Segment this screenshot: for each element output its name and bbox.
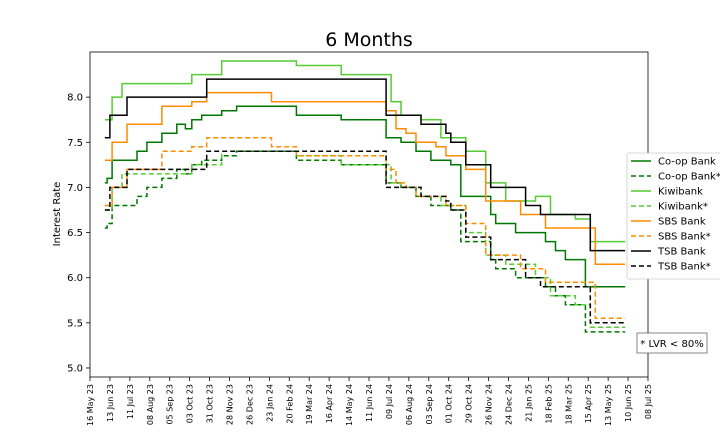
x-tick-label: 06 Aug 24 bbox=[405, 384, 414, 425]
x-tick-label: 05 Sep 23 bbox=[166, 384, 175, 425]
x-tick-label: 16 Apr 24 bbox=[325, 384, 334, 423]
x-tick-label: 26 Nov 24 bbox=[485, 384, 494, 425]
chart-title: 6 Months bbox=[325, 29, 413, 51]
series-line-co-op-bank-lvr bbox=[104, 150, 626, 333]
x-tick-label: 11 Jun 24 bbox=[365, 384, 374, 422]
x-tick-label: 24 Dec 24 bbox=[505, 384, 514, 425]
series-line-kiwibank-lvr bbox=[104, 150, 626, 329]
y-axis-label: Interest Rate bbox=[52, 182, 63, 247]
x-tick-label: 03 Oct 23 bbox=[186, 384, 195, 423]
y-tick-label: 5.0 bbox=[67, 363, 83, 374]
series-line-sbs-bank-lvr bbox=[104, 137, 626, 320]
series-lines bbox=[104, 60, 626, 333]
legend-label: Co-op Bank* bbox=[658, 172, 720, 183]
y-tick-label: 7.0 bbox=[67, 183, 83, 194]
series-line-tsb-bank-lvr bbox=[104, 150, 626, 324]
legend-label: SBS Bank* bbox=[658, 232, 711, 243]
series-line-co-op-bank bbox=[104, 105, 626, 288]
x-tick-label: 20 Feb 24 bbox=[285, 384, 294, 424]
x-tick-label: 15 Apr 25 bbox=[584, 384, 593, 423]
y-tick-label: 5.5 bbox=[67, 318, 83, 329]
y-tick-label: 8.0 bbox=[67, 93, 83, 104]
legend-label: Co-op Bank bbox=[658, 157, 716, 168]
x-tick-label: 10 Jun 25 bbox=[624, 384, 633, 422]
x-tick-label: 28 Nov 23 bbox=[226, 384, 235, 425]
x-tick-label: 16 May 23 bbox=[86, 384, 95, 426]
x-tick-label: 09 Jul 24 bbox=[385, 384, 394, 419]
x-tick-label: 21 Jan 25 bbox=[524, 384, 533, 422]
x-tick-label: 14 May 24 bbox=[345, 384, 354, 426]
x-tick-label: 11 Jul 23 bbox=[126, 384, 135, 419]
x-tick-label: 03 Sep 24 bbox=[425, 384, 434, 425]
x-tick-label: 18 Mar 25 bbox=[564, 384, 573, 425]
legend-label: Kiwibank bbox=[658, 187, 703, 198]
lvr-note-text: * LVR < 80% bbox=[640, 339, 703, 350]
x-tick-label: 29 Oct 24 bbox=[465, 384, 474, 423]
legend-label: TSB Bank* bbox=[657, 262, 711, 273]
x-tick-label: 19 Mar 24 bbox=[305, 384, 314, 425]
x-tick-label: 31 Oct 23 bbox=[206, 384, 215, 423]
legend-label: Kiwibank* bbox=[658, 202, 708, 213]
legend: Co-op Bank Co-op Bank* Kiwibank Kiwibank* SB… bbox=[626, 152, 720, 280]
legend-label: SBS Bank bbox=[658, 217, 706, 228]
y-tick-label: 7.5 bbox=[67, 138, 83, 149]
x-tick-label: 23 Jan 24 bbox=[265, 384, 274, 422]
y-axis: 5.0 5.5 6.0 6.5 7.0 7.5 8.0 bbox=[67, 93, 90, 374]
x-axis: 16 May 23 13 Jun 23 11 Jul 23 08 Aug 23 05 S… bbox=[86, 377, 653, 426]
x-tick-label: 01 Oct 24 bbox=[445, 384, 454, 423]
x-tick-label: 08 Jul 25 bbox=[644, 384, 653, 419]
legend-label: TSB Bank bbox=[657, 247, 706, 258]
x-tick-label: 18 Feb 25 bbox=[544, 384, 553, 424]
y-tick-label: 6.0 bbox=[67, 273, 83, 284]
x-tick-label: 08 Aug 23 bbox=[146, 384, 155, 425]
x-tick-label: 26 Dec 23 bbox=[245, 384, 254, 425]
series-line-tsb-bank bbox=[104, 78, 626, 252]
legend-frame bbox=[626, 152, 720, 280]
y-tick-label: 6.5 bbox=[67, 228, 83, 239]
lvr-note-box: * LVR < 80% bbox=[636, 332, 708, 354]
x-tick-label: 13 Jun 23 bbox=[106, 384, 115, 422]
series-line-sbs-bank bbox=[104, 91, 626, 265]
x-tick-label: 13 May 25 bbox=[604, 384, 613, 426]
